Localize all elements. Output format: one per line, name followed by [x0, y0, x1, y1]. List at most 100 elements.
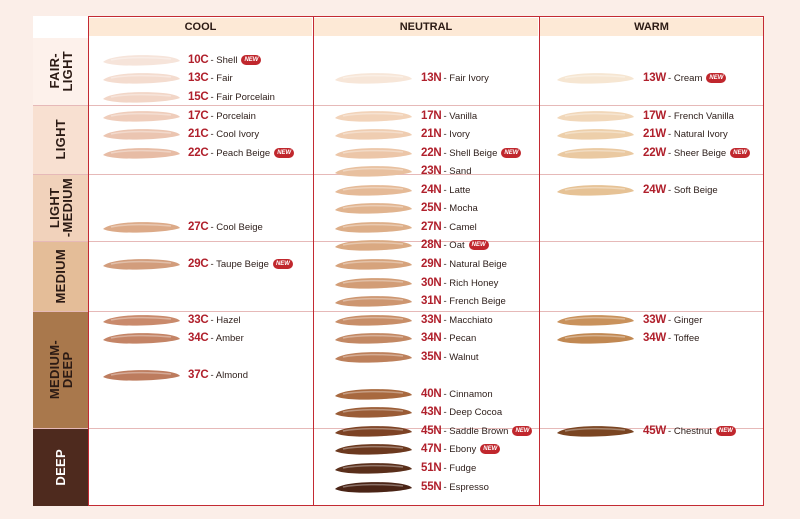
shade-swatch[interactable] — [101, 368, 181, 387]
shade-name: - Ivory — [443, 128, 470, 140]
shade-swatch[interactable] — [555, 183, 635, 202]
shade-label[interactable]: 31N - French Beige — [421, 294, 506, 308]
shade-name: - Saddle Brown — [443, 425, 509, 437]
shade-swatch[interactable] — [333, 164, 413, 183]
shade-code: 37C — [188, 369, 209, 381]
shade-label[interactable]: 17W - French Vanilla — [643, 109, 734, 123]
shade-label[interactable]: 34N - Pecan — [421, 331, 476, 345]
shade-swatch[interactable] — [333, 405, 413, 424]
shade-swatch[interactable] — [333, 331, 413, 350]
shade-label[interactable]: 23N - Sand — [421, 164, 472, 178]
band-divider — [33, 311, 764, 312]
shade-label[interactable]: 30N - Rich Honey — [421, 276, 498, 290]
shade-label[interactable]: 13N - Fair Ivory — [421, 71, 489, 85]
new-badge: NEW — [468, 240, 489, 250]
shade-swatch[interactable] — [333, 127, 413, 146]
shade-swatch[interactable] — [101, 90, 181, 109]
shade-code: 17N — [421, 110, 442, 122]
shade-label[interactable]: 45N - Saddle Brown NEW — [421, 424, 533, 438]
shade-label[interactable]: 28N - Oat NEW — [421, 238, 489, 252]
shade-swatch[interactable] — [555, 424, 635, 443]
shade-label[interactable]: 22W - Sheer Beige NEW — [643, 146, 751, 160]
shade-label[interactable]: 35N - Walnut — [421, 350, 479, 364]
shade-label[interactable]: 33W - Ginger — [643, 313, 702, 327]
shade-label[interactable]: 17C - Porcelain — [188, 109, 256, 123]
shade-swatch[interactable] — [555, 71, 635, 90]
shade-label[interactable]: 21N - Ivory — [421, 127, 470, 141]
shade-name: - Toffee — [668, 332, 700, 344]
shade-swatch[interactable] — [333, 220, 413, 239]
shade-swatch[interactable] — [333, 424, 413, 443]
shade-swatch[interactable] — [101, 127, 181, 146]
shade-swatch[interactable] — [101, 257, 181, 276]
shade-label[interactable]: 33C - Hazel — [188, 313, 241, 327]
shade-label[interactable]: 37C - Almond — [188, 368, 248, 382]
shade-label[interactable]: 34W - Toffee — [643, 331, 699, 345]
shade-label[interactable]: 10C - Shell NEW — [188, 53, 262, 67]
shade-name: - Almond — [210, 369, 249, 381]
shade-label[interactable]: 34C - Amber — [188, 331, 244, 345]
shade-code: 30N — [421, 277, 442, 289]
shade-swatch[interactable] — [333, 480, 413, 499]
shade-swatch[interactable] — [101, 71, 181, 90]
shade-code: 10C — [188, 54, 209, 66]
header-neutral: NEUTRAL — [314, 18, 538, 36]
shade-swatch[interactable] — [333, 442, 413, 461]
shade-label[interactable]: 43N - Deep Cocoa — [421, 405, 502, 419]
shade-swatch[interactable] — [555, 146, 635, 165]
shade-label[interactable]: 22C - Peach Beige NEW — [188, 146, 295, 160]
shade-swatch[interactable] — [333, 387, 413, 406]
shade-swatch[interactable] — [333, 183, 413, 202]
shade-label[interactable]: 51N - Fudge — [421, 461, 476, 475]
shade-label[interactable]: 13W - Cream NEW — [643, 71, 727, 85]
shade-label[interactable]: 13C - Fair — [188, 71, 233, 85]
shade-label[interactable]: 29C - Taupe Beige NEW — [188, 257, 293, 271]
shade-label[interactable]: 47N - Ebony NEW — [421, 442, 501, 456]
shade-label[interactable]: 24W - Soft Beige — [643, 183, 718, 197]
shade-swatch[interactable] — [333, 313, 413, 332]
shade-swatch[interactable] — [333, 350, 413, 369]
shade-swatch[interactable] — [101, 109, 181, 128]
shade-swatch[interactable] — [333, 461, 413, 480]
shade-label[interactable]: 33N - Macchiato — [421, 313, 493, 327]
shade-swatch[interactable] — [101, 146, 181, 165]
shade-swatch[interactable] — [333, 257, 413, 276]
shade-code: 27C — [188, 221, 209, 233]
shade-swatch[interactable] — [333, 146, 413, 165]
shade-label[interactable]: 22N - Shell Beige NEW — [421, 146, 522, 160]
shade-label[interactable]: 21C - Cool Ivory — [188, 127, 259, 141]
shade-swatch[interactable] — [333, 201, 413, 220]
shade-label[interactable]: 29N - Natural Beige — [421, 257, 507, 271]
shade-code: 33N — [421, 314, 442, 326]
shade-swatch[interactable] — [333, 109, 413, 128]
new-badge: NEW — [274, 148, 295, 158]
shade-swatch[interactable] — [555, 331, 635, 350]
shade-name: - French Beige — [443, 295, 506, 307]
shade-swatch[interactable] — [555, 313, 635, 332]
shade-label[interactable]: 55N - Espresso — [421, 480, 489, 494]
shade-swatch[interactable] — [333, 276, 413, 295]
shade-swatch[interactable] — [333, 238, 413, 257]
shade-swatch[interactable] — [555, 127, 635, 146]
shade-swatch[interactable] — [101, 313, 181, 332]
shade-swatch[interactable] — [101, 53, 181, 72]
shade-swatch[interactable] — [555, 109, 635, 128]
shade-name: - Natural Beige — [443, 258, 507, 270]
shade-swatch[interactable] — [333, 294, 413, 313]
shade-code: 17C — [188, 110, 209, 122]
shade-swatch[interactable] — [333, 71, 413, 90]
shade-name: - Latte — [443, 184, 471, 196]
shade-code: 33C — [188, 314, 209, 326]
new-badge: NEW — [715, 426, 736, 436]
shade-label[interactable]: 27C - Cool Beige — [188, 220, 263, 234]
shade-swatch[interactable] — [101, 220, 181, 239]
shade-swatch[interactable] — [101, 331, 181, 350]
shade-label[interactable]: 40N - Cinnamon — [421, 387, 493, 401]
shade-label[interactable]: 25N - Mocha — [421, 201, 478, 215]
shade-label[interactable]: 24N - Latte — [421, 183, 470, 197]
shade-label[interactable]: 21W - Natural Ivory — [643, 127, 728, 141]
shade-label[interactable]: 27N - Camel — [421, 220, 477, 234]
shade-label[interactable]: 45W - Chestnut NEW — [643, 424, 736, 438]
shade-label[interactable]: 15C - Fair Porcelain — [188, 90, 275, 104]
shade-label[interactable]: 17N - Vanilla — [421, 109, 477, 123]
